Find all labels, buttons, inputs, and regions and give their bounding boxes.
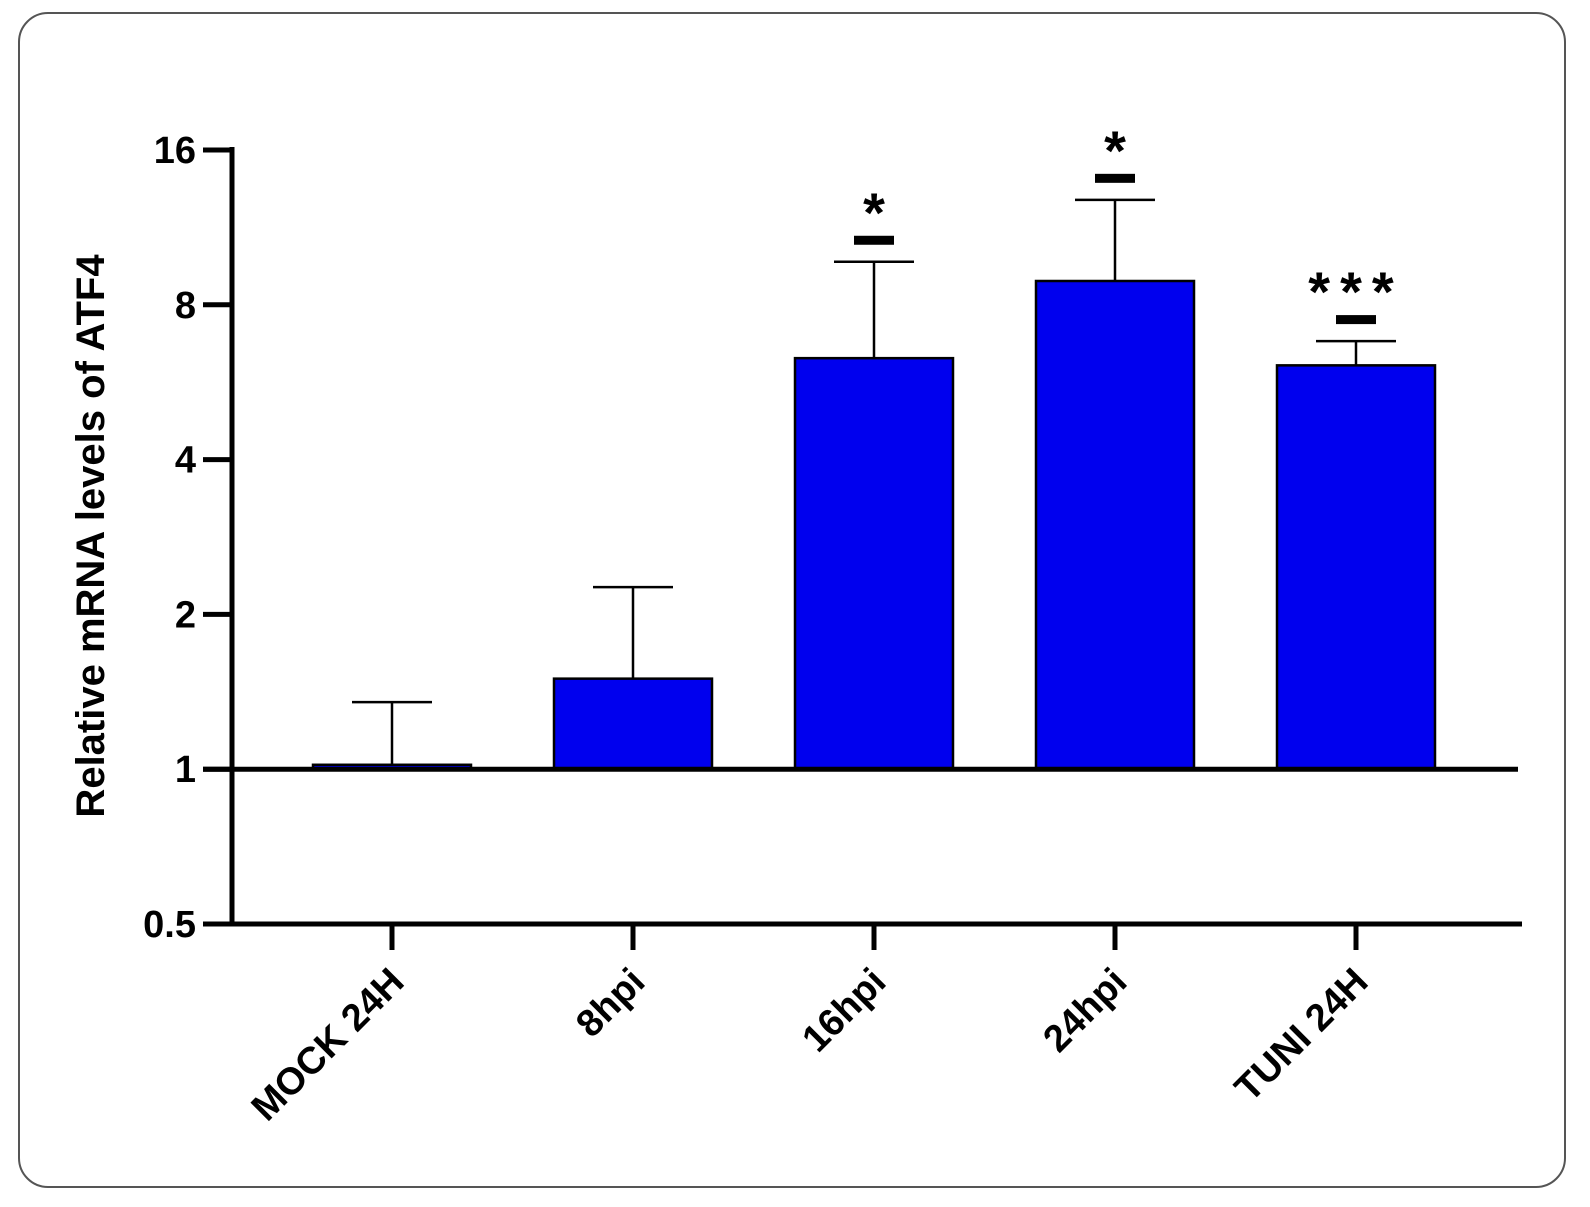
- x-tick-label-1: 8hpi: [568, 961, 653, 1046]
- significance-dash-3: [1095, 173, 1135, 183]
- bars-layer: [311, 279, 1437, 771]
- bar-1: [552, 677, 714, 771]
- chart-frame: [18, 12, 1566, 1188]
- significance-label-2: *: [863, 181, 885, 244]
- x-tick-label-4: TUNI 24H: [1227, 961, 1376, 1110]
- y-tick-label-5: 16: [154, 130, 196, 172]
- x-ticks-layer: MOCK 24H 8hpi 16hpi 24hpi TUNI 24H: [244, 924, 1376, 1130]
- y-tick-label-0: 0.5: [143, 904, 196, 946]
- significance-dash-2: [854, 235, 894, 245]
- significance-dash-4: [1336, 315, 1376, 325]
- y-axis-title: Relative mRNA levels of ATF4: [69, 254, 113, 818]
- significance-label-4: ***: [1308, 260, 1403, 323]
- y-tick-label-2: 2: [175, 594, 196, 636]
- axes-layer: [203, 147, 1522, 927]
- x-tick-label-2: 16hpi: [794, 961, 894, 1061]
- x-tick-label-0: MOCK 24H: [244, 961, 413, 1130]
- bar-4: [1275, 364, 1437, 771]
- bar-3: [1034, 279, 1196, 771]
- y-tick-label-3: 4: [175, 440, 196, 482]
- y-tick-label-1: 1: [175, 749, 196, 791]
- significance-layer: *****: [854, 119, 1403, 325]
- y-ticks-layer: 0.5 1 2 4 8 16: [143, 130, 232, 946]
- y-tick-label-4: 8: [175, 285, 196, 327]
- x-tick-label-3: 24hpi: [1035, 961, 1135, 1061]
- bar-2: [793, 356, 955, 771]
- significance-label-3: *: [1104, 119, 1126, 182]
- error-bars-layer: [352, 198, 1396, 765]
